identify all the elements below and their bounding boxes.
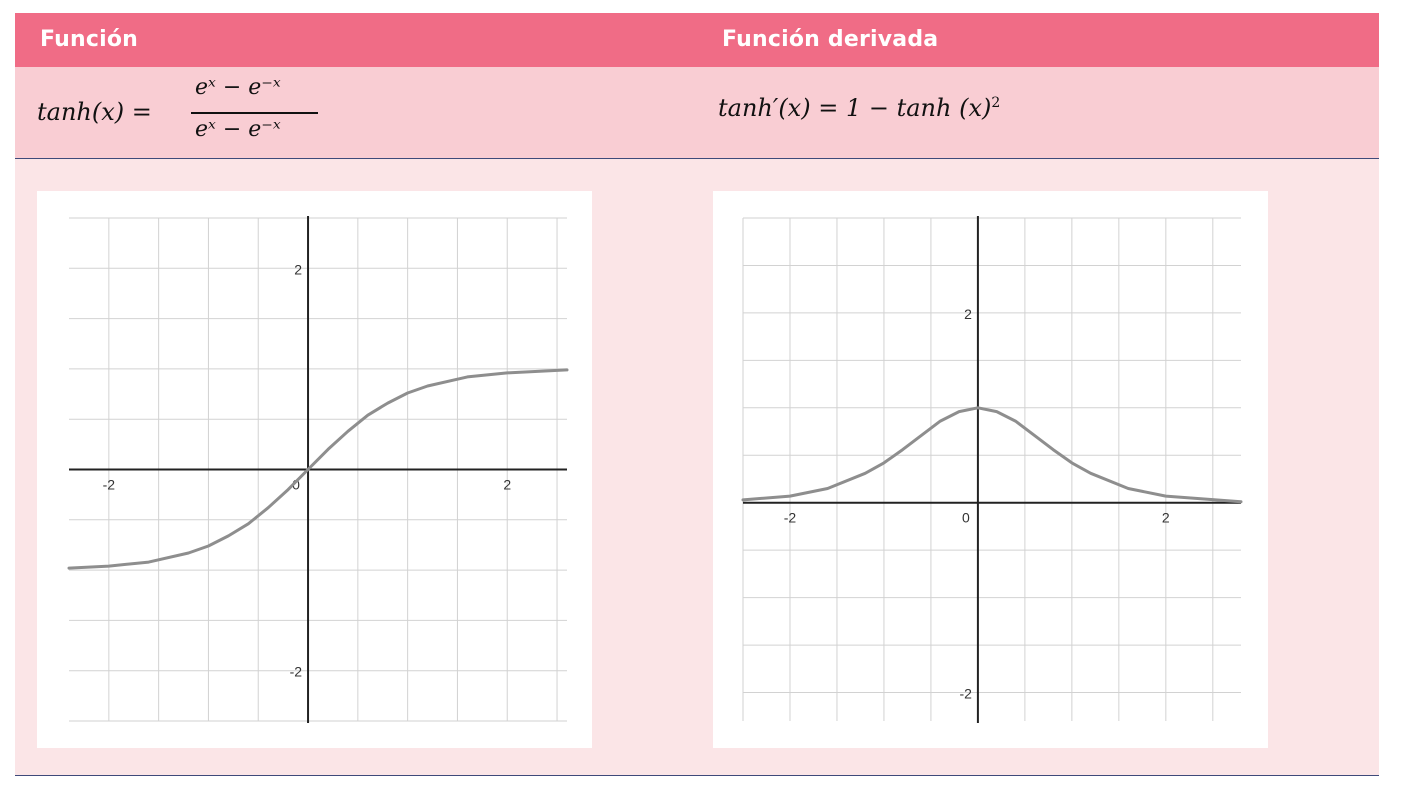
tanh-graph-panel: -2 0 2 -2 2 bbox=[37, 191, 592, 748]
header-funcion: Función bbox=[40, 27, 139, 52]
tanh-denominator: eˣ − e⁻ˣ bbox=[195, 117, 281, 142]
series-line bbox=[67, 368, 569, 570]
formula-row: tanh(x) = eˣ − e⁻ˣ eˣ − e⁻ˣ tanh′(x) = 1… bbox=[15, 67, 1379, 159]
tanh-numerator: eˣ − e⁻ˣ bbox=[195, 75, 281, 100]
exponent-2: 2 bbox=[991, 95, 1001, 111]
x-tick-label: 0 bbox=[962, 510, 970, 526]
y-tick-label: -2 bbox=[959, 686, 972, 702]
tanh-derivative-graph-panel: -2 0 2 -2 2 bbox=[713, 191, 1268, 748]
tanh-derivative-formula: tanh′(x) = 1 − tanh (x)2 bbox=[718, 94, 1001, 122]
x-tick-label: 0 bbox=[292, 477, 300, 493]
table-header: Función Función derivada bbox=[15, 13, 1379, 67]
header-funcion-derivada: Función derivada bbox=[722, 27, 939, 52]
x-tick-label: 2 bbox=[1162, 510, 1170, 526]
x-tick-label: 2 bbox=[503, 477, 511, 493]
graph-row: -2 0 2 -2 2 -2 0 2 -2 2 bbox=[15, 159, 1379, 776]
tanh-derivative-chart: -2 0 2 -2 2 bbox=[741, 216, 1243, 723]
x-tick-label: -2 bbox=[103, 477, 116, 493]
tanh-lhs: tanh(x) = bbox=[37, 98, 152, 126]
y-tick-label: 2 bbox=[294, 261, 302, 277]
y-tick-label: -2 bbox=[290, 664, 303, 680]
x-tick-label: -2 bbox=[784, 510, 797, 526]
activation-table: Función Función derivada tanh(x) = eˣ − … bbox=[15, 13, 1379, 776]
tanh-chart: -2 0 2 -2 2 bbox=[67, 216, 569, 723]
y-tick-label: 2 bbox=[964, 306, 972, 322]
fraction-bar bbox=[191, 112, 318, 114]
series-line bbox=[741, 406, 1243, 504]
